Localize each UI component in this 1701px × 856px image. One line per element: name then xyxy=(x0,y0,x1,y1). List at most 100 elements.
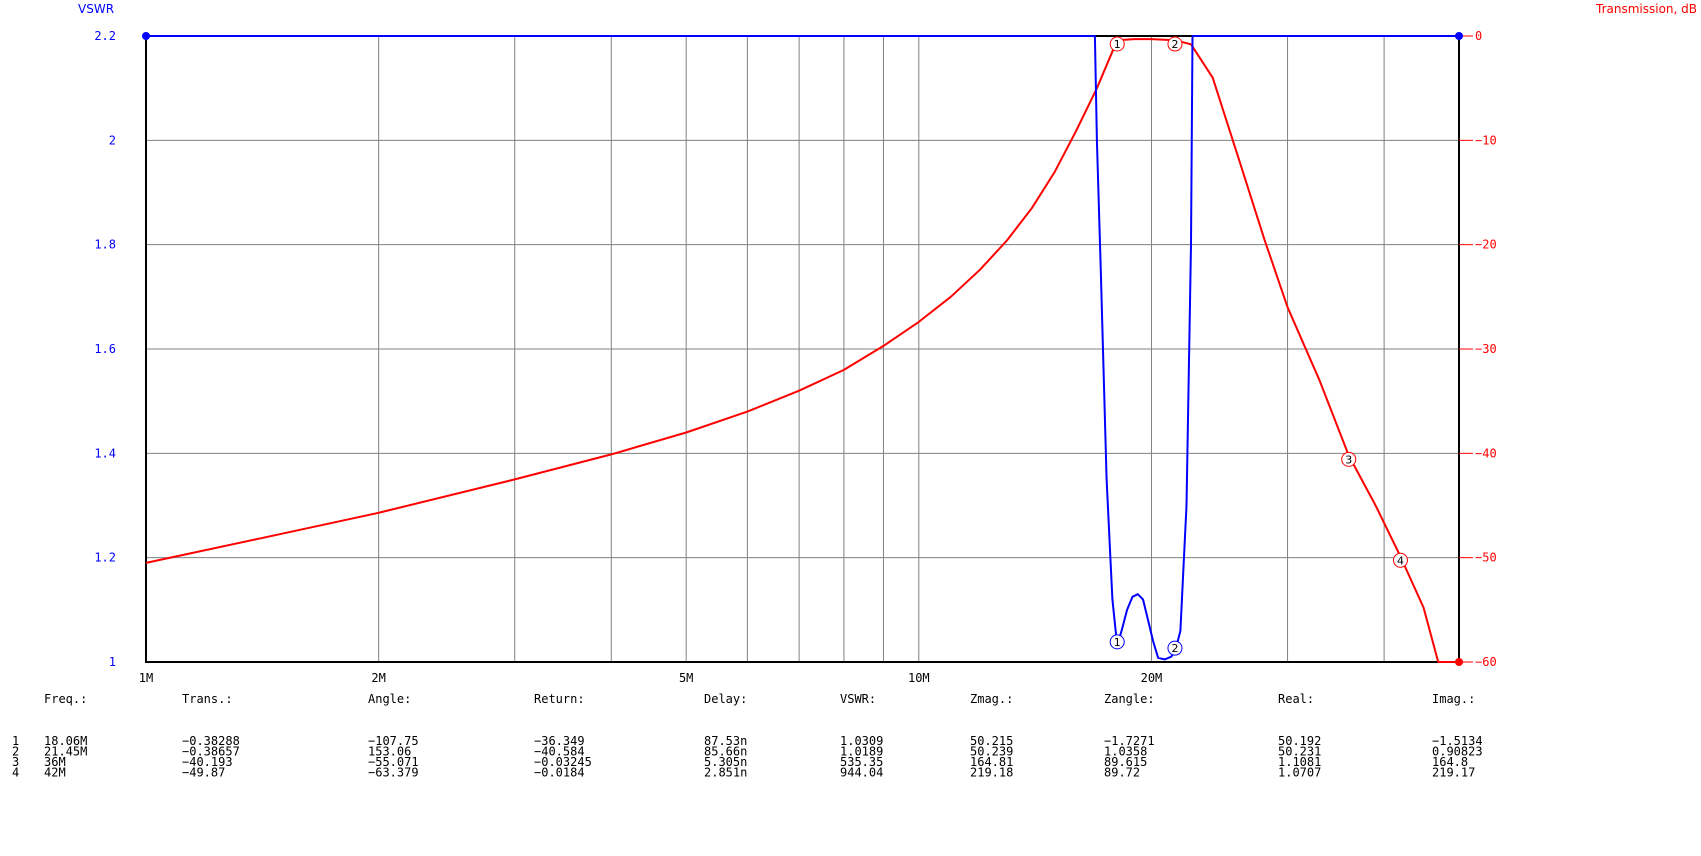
table-row-index: 4 xyxy=(12,766,19,780)
table-cell: 1.0358 xyxy=(1104,745,1147,759)
right-axis-title: Transmission, dB xyxy=(1595,2,1697,16)
transmission-marker-label: 4 xyxy=(1397,554,1404,567)
right-tick-label: 0 xyxy=(1475,29,1482,43)
table-cell: −40.584 xyxy=(534,745,585,759)
table-cell: 1.1081 xyxy=(1278,755,1321,769)
table-cell: −40.193 xyxy=(182,755,233,769)
table-cell: 89.72 xyxy=(1104,766,1140,780)
table-cell: 42M xyxy=(44,766,66,780)
table-cell: 1.0309 xyxy=(840,734,883,748)
table-cell: −36.349 xyxy=(534,734,585,748)
right-tick-label: −50 xyxy=(1475,551,1497,565)
vswr-marker xyxy=(1109,634,1125,650)
table-cell: 535.35 xyxy=(840,755,883,769)
table-cell: 219.18 xyxy=(970,766,1013,780)
table-cell: −1.7271 xyxy=(1104,734,1155,748)
table-cell: 164.81 xyxy=(970,755,1013,769)
table-cell: 50.192 xyxy=(1278,734,1321,748)
vswr-marker xyxy=(1167,640,1183,656)
vswr-marker-label: 2 xyxy=(1171,642,1178,655)
table-cell: 50.231 xyxy=(1278,745,1321,759)
table-cell: −0.38657 xyxy=(182,745,240,759)
table-cell: 85.66n xyxy=(704,745,747,759)
table-header: Trans.: xyxy=(182,692,233,706)
table-cell: 944.04 xyxy=(840,766,883,780)
table-header: Real: xyxy=(1278,692,1314,706)
table-row-index: 1 xyxy=(12,734,19,748)
right-tick-label: −10 xyxy=(1475,133,1497,147)
table-header: Imag.: xyxy=(1432,692,1475,706)
table-cell: 36M xyxy=(44,755,66,769)
vswr-start-dot xyxy=(142,32,150,40)
left-axis-ticks: 1 1.2 1.4 1.6 1.8 2 2.2 xyxy=(94,29,116,669)
transmission-end-dot xyxy=(1455,658,1463,666)
table-cell: −63.379 xyxy=(368,766,419,780)
table-header: Delay: xyxy=(704,692,747,706)
vswr-marker-label: 1 xyxy=(1114,636,1121,649)
transmission-marker xyxy=(1341,451,1357,467)
vswr-line xyxy=(146,35,1459,661)
transmission-marker xyxy=(1392,552,1408,568)
left-tick-label: 1.8 xyxy=(94,238,116,252)
left-tick-label: 1 xyxy=(109,655,116,669)
table-cell: −107.75 xyxy=(368,734,419,748)
x-tick-label: 2M xyxy=(371,671,385,685)
table-cell: 50.215 xyxy=(970,734,1013,748)
left-tick-label: 1.2 xyxy=(94,551,116,565)
x-tick-label: 1M xyxy=(139,671,153,685)
table-cell: 5.305n xyxy=(704,755,747,769)
right-tick-label: −20 xyxy=(1475,238,1497,252)
left-axis-title: VSWR xyxy=(78,2,114,16)
left-tick-label: 1.4 xyxy=(94,446,116,460)
right-tick-label: −40 xyxy=(1475,446,1497,460)
series xyxy=(142,32,1463,666)
x-tick-label: 5M xyxy=(679,671,693,685)
table-cell: 1.0189 xyxy=(840,745,883,759)
transmission-marker-label: 3 xyxy=(1345,453,1352,466)
table-cell: 18.06M xyxy=(44,734,87,748)
table-cell: 1.0707 xyxy=(1278,766,1321,780)
table-cell: 21.45M xyxy=(44,745,87,759)
transmission-marker-label: 2 xyxy=(1171,38,1178,51)
table-header: Return: xyxy=(534,692,585,706)
left-tick-label: 1.6 xyxy=(94,342,116,356)
table-cell: 219.17 xyxy=(1432,766,1475,780)
table-cell: −49.87 xyxy=(182,766,225,780)
left-tick-label: 2 xyxy=(109,133,116,147)
table-cell: 87.53n xyxy=(704,734,747,748)
table-cell: −55.071 xyxy=(368,755,419,769)
x-tick-label: 20M xyxy=(1141,671,1163,685)
table-cell: 164.8 xyxy=(1432,755,1468,769)
marker-table: Freq.: Trans.: Angle: Return: Delay: VSWR: Zma… xyxy=(12,692,1483,780)
table-header: Angle: xyxy=(368,692,411,706)
x-axis-ticks: 1M 2M 5M 10M 20M xyxy=(139,671,1163,685)
table-header: Freq.: xyxy=(44,692,87,706)
table-cell: −0.0184 xyxy=(534,766,585,780)
left-tick-label: 2.2 xyxy=(94,29,116,43)
markers: 1 1 2 2 3 4 xyxy=(1109,36,1408,656)
transmission-marker xyxy=(1167,36,1183,52)
table-cell: 2.851n xyxy=(704,766,747,780)
table-cell: −0.03245 xyxy=(534,755,592,769)
table-cell: 89.615 xyxy=(1104,755,1147,769)
table-cell: 0.90823 xyxy=(1432,745,1483,759)
right-axis-ticks: −60 −50 −40 −30 −20 −10 0 xyxy=(1459,29,1497,669)
right-tick-label: −30 xyxy=(1475,342,1497,356)
table-header: Zmag.: xyxy=(970,692,1013,706)
right-tick-label: −60 xyxy=(1475,655,1497,669)
transmission-marker xyxy=(1109,36,1125,52)
transmission-marker-label: 1 xyxy=(1114,38,1121,51)
table-row-index: 3 xyxy=(12,755,19,769)
table-cell: −1.5134 xyxy=(1432,734,1483,748)
table-header: Zangle: xyxy=(1104,692,1155,706)
transmission-line xyxy=(145,38,1459,663)
table-cell: −0.38288 xyxy=(182,734,240,748)
table-header: VSWR: xyxy=(840,692,876,706)
x-tick-label: 10M xyxy=(908,671,930,685)
grid xyxy=(146,35,1459,663)
table-cell: 50.239 xyxy=(970,745,1013,759)
table-row-index: 2 xyxy=(12,745,19,759)
table-cell: 153.06 xyxy=(368,745,411,759)
vswr-end-dot xyxy=(1455,32,1463,40)
